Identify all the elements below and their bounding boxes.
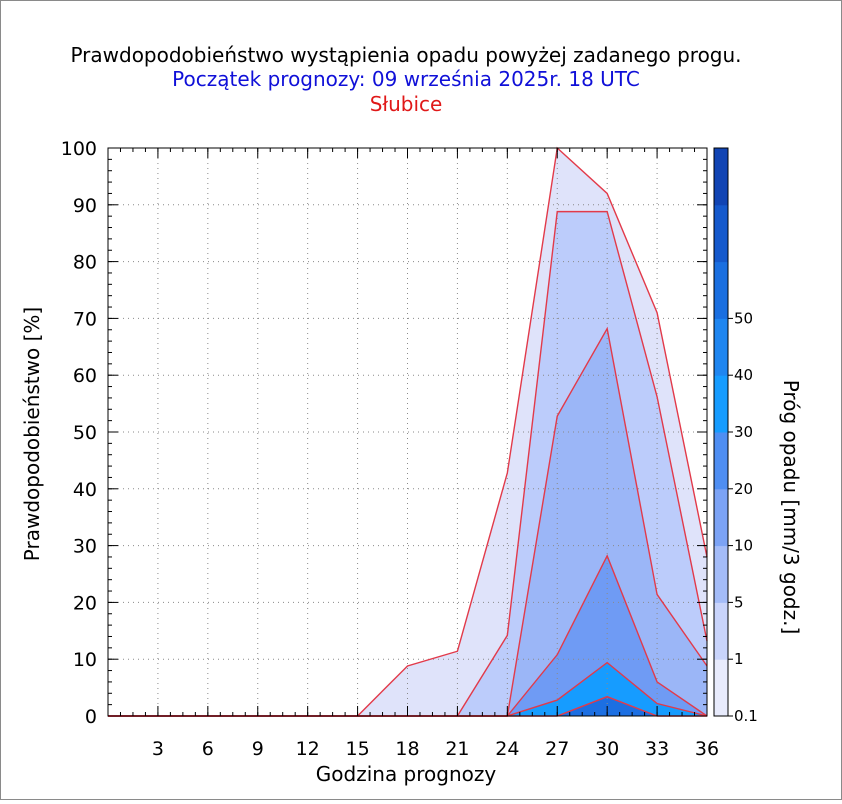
y-tick-label: 50 [73,422,97,444]
y-tick-label: 100 [61,138,97,160]
x-tick-label: 30 [595,738,619,760]
location-subtitle: Słubice [370,92,443,116]
x-tick-label: 33 [645,738,669,760]
colorbar-tick-label: 1 [734,650,744,668]
colorbar-segment [714,659,728,717]
series-area-5 [108,328,707,716]
colorbar-tick-label: 20 [734,480,753,498]
y-tick-label: 60 [73,365,97,387]
x-tick-label: 27 [545,738,569,760]
y-tick-label: 20 [73,592,97,614]
x-tick-label: 3 [152,738,164,760]
x-axis-label: Godzina prognozy [316,762,497,786]
series-area-30 [108,696,707,716]
x-tick-label: 21 [445,738,469,760]
y-tick-label: 0 [85,706,97,728]
forecast-start-subtitle: Początek prognozy: 09 września 2025r. 18… [172,67,640,91]
x-tick-label: 6 [202,738,214,760]
colorbar-segment [714,602,728,660]
x-tick-label: 12 [296,738,320,760]
y-tick-label: 30 [73,536,97,558]
colorbar-tick-label: 50 [734,309,753,327]
colorbar-segment [714,432,728,490]
y-tick-label: 40 [73,479,97,501]
colorbar-segment [714,545,728,603]
x-tick-label: 9 [252,738,264,760]
colorbar-segment [714,148,728,206]
colorbar-segment [714,488,728,547]
colorbar-segment [714,261,728,319]
x-tick-label: 15 [345,738,369,760]
colorbar-tick-label: 5 [734,593,744,611]
colorbar: 0.1 1 5 10 20 30 40 50 [713,147,758,725]
y-axis-label: Prawdopodobieństwo [%] [20,307,44,561]
series-area-10 [108,555,707,716]
colorbar-segment [714,318,728,376]
colorbar-tick-label: 10 [734,537,753,555]
colorbar-tick-label: 0.1 [734,707,758,725]
x-tick-label: 18 [395,738,419,760]
y-tick-label: 10 [73,649,97,671]
colorbar-segment [714,204,728,263]
y-tick-label: 90 [73,195,97,217]
series-area-20 [108,662,707,716]
chart-title: Prawdopodobieństwo wystąpienia opadu pow… [70,43,741,67]
colorbar-label: Próg opadu [mm/3 godz.] [779,380,803,635]
x-tick-label: 24 [495,738,519,760]
y-tick-label: 70 [73,308,97,330]
colorbar-tick-label: 40 [734,366,753,384]
colorbar-segment [714,375,728,433]
y-tick-label: 80 [73,252,97,274]
colorbar-tick-label: 30 [734,423,753,441]
x-tick-label: 36 [695,738,719,760]
